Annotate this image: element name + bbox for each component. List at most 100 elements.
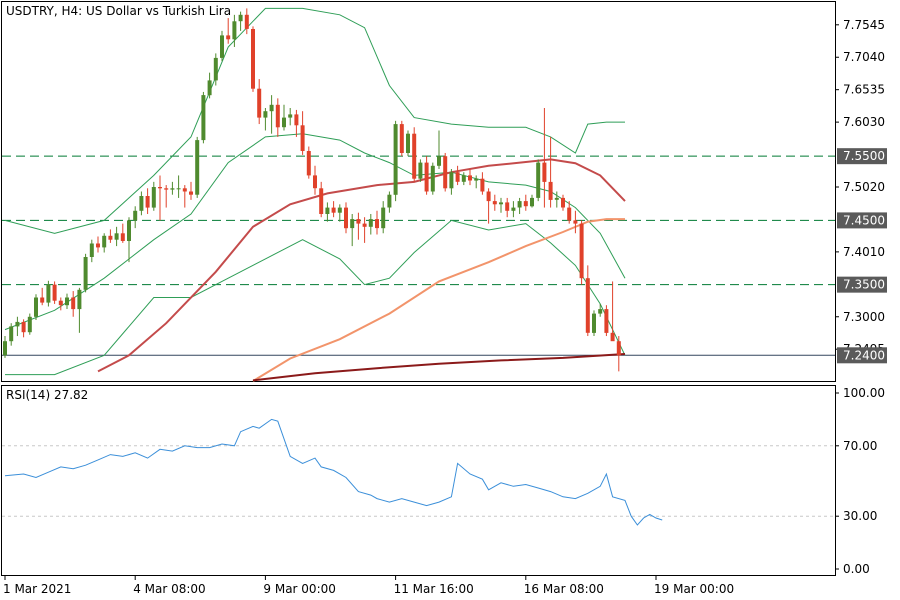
candle-body <box>393 124 398 195</box>
candle-body <box>449 172 454 189</box>
candle-body <box>455 172 460 182</box>
candle <box>406 130 410 157</box>
candle-body <box>548 181 553 200</box>
candle <box>251 26 255 92</box>
candle <box>102 233 107 253</box>
rsi-tick-label: 70.00 <box>843 439 877 453</box>
candle <box>387 191 392 213</box>
price-tick-label: 7.6535 <box>843 83 885 97</box>
candle <box>27 313 32 335</box>
candle <box>9 323 14 346</box>
price-tick-label: 7.6030 <box>843 115 885 129</box>
candle <box>344 202 348 234</box>
candle-body <box>15 321 20 327</box>
candle <box>567 201 572 224</box>
candle <box>430 162 435 195</box>
candle <box>585 265 590 337</box>
level-label-box <box>837 212 887 229</box>
candle-body <box>306 151 311 176</box>
candle <box>133 206 138 229</box>
candle <box>288 107 293 126</box>
candle-body <box>27 316 32 333</box>
candle <box>319 181 324 218</box>
candle <box>455 165 460 186</box>
candle <box>244 8 249 35</box>
candle <box>232 14 237 47</box>
candle-body <box>65 297 69 306</box>
candle <box>294 109 299 137</box>
candle <box>530 194 534 208</box>
candle-body <box>412 133 417 179</box>
candle-body <box>592 313 596 333</box>
candle-body <box>108 235 113 240</box>
candle-body <box>294 114 299 126</box>
candle-body <box>269 104 274 112</box>
candle-body <box>430 165 435 192</box>
candle-body <box>182 188 187 192</box>
candle <box>554 191 559 208</box>
time-tick-label: 19 Mar 00:00 <box>654 582 734 596</box>
candle <box>517 197 522 214</box>
candle <box>139 191 144 216</box>
level-label: 7.2400 <box>843 348 885 362</box>
candle-body <box>499 202 503 205</box>
candle-body <box>251 29 255 89</box>
candle <box>461 172 466 186</box>
candle-body <box>350 219 355 229</box>
candle <box>52 281 57 304</box>
candle-body <box>83 257 88 290</box>
candle-body <box>381 207 386 229</box>
candle <box>474 175 479 189</box>
candle <box>226 18 231 44</box>
candle-body <box>505 202 510 211</box>
candle <box>610 281 615 342</box>
candle <box>561 194 565 211</box>
candle-body <box>52 284 57 301</box>
candle <box>220 30 224 62</box>
candle-body <box>220 35 224 58</box>
candle-body <box>3 341 7 356</box>
candle <box>325 202 330 222</box>
price-tick-label: 7.3000 <box>843 310 885 324</box>
candle <box>598 303 603 317</box>
candle <box>511 201 516 218</box>
candle-body <box>145 196 150 208</box>
candle <box>257 79 262 125</box>
candle-body <box>530 197 534 207</box>
candle <box>548 136 553 208</box>
candle <box>120 223 125 243</box>
candles <box>3 8 621 372</box>
candle-body <box>375 219 379 229</box>
candle-body <box>554 197 559 200</box>
time-tick-label: 16 Mar 08:00 <box>524 582 604 596</box>
candle-body <box>21 321 26 333</box>
candle-body <box>362 223 367 227</box>
candle <box>480 172 485 195</box>
candle-body <box>127 220 131 241</box>
candle <box>15 316 20 337</box>
candle-body <box>610 332 615 342</box>
candle <box>58 297 63 311</box>
candle-body <box>77 289 82 310</box>
candle <box>77 287 82 333</box>
moving-average-orange <box>252 218 625 382</box>
candle <box>499 197 503 213</box>
candle-body <box>114 233 119 240</box>
candle <box>536 159 541 202</box>
candle <box>189 181 193 200</box>
time-tick-label: 4 Mar 08:00 <box>133 582 206 596</box>
candle-body <box>257 88 262 118</box>
candle <box>356 212 361 240</box>
candle <box>542 107 547 208</box>
level-lines <box>2 155 835 356</box>
candle <box>151 181 156 211</box>
candle-body <box>58 300 63 306</box>
candle-body <box>96 243 100 248</box>
candle <box>65 293 69 310</box>
candle <box>300 111 305 155</box>
candle-body <box>406 133 410 153</box>
candle <box>592 310 596 337</box>
candle <box>381 201 386 234</box>
candle <box>164 185 169 208</box>
